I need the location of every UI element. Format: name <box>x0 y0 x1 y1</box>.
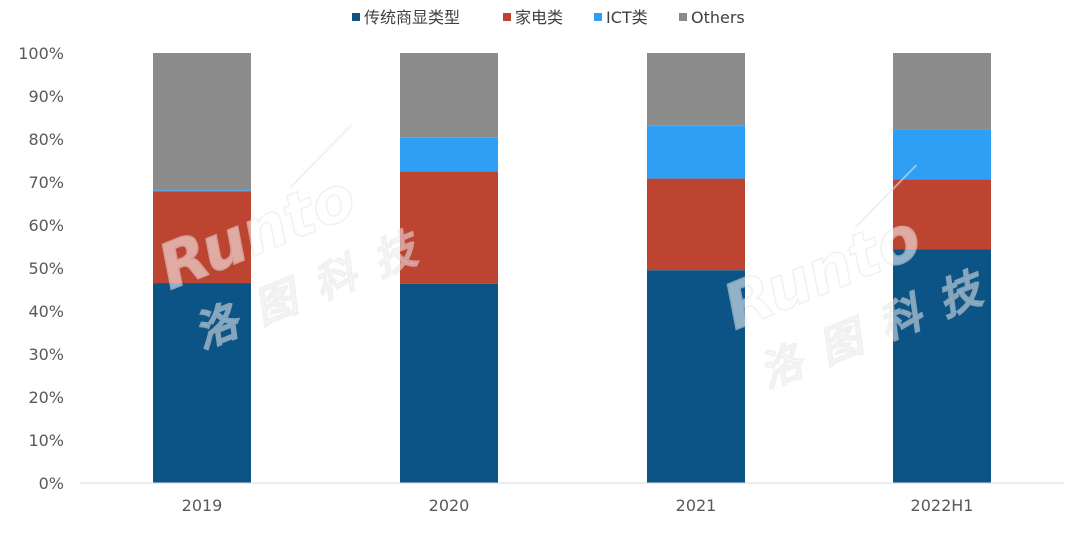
y-tick-label: 80% <box>28 130 64 149</box>
y-tick-label: 70% <box>28 173 64 192</box>
watermark-swoosh <box>289 124 353 189</box>
legend-swatch <box>679 13 687 21</box>
legend-label: 家电类 <box>515 8 563 27</box>
legend: 传统商显类型 家电类 ICT类 Others <box>352 8 745 27</box>
x-tick-label: 2022H1 <box>911 496 974 515</box>
legend-item: ICT类 <box>594 8 648 27</box>
bar-segment-2019-2 <box>153 190 251 192</box>
bars-group <box>153 53 991 483</box>
legend-item: Others <box>679 8 745 27</box>
bar-segment-2019-0 <box>153 283 251 483</box>
x-tick-label: 2019 <box>182 496 223 515</box>
bar-segment-2020-3 <box>400 53 498 138</box>
legend-swatch <box>352 13 360 21</box>
legend-swatch <box>594 13 602 21</box>
y-axis: 0% 10% 20% 30% 40% 50% 60% 70% 80% 90% 100% <box>18 44 64 493</box>
y-tick-label: 20% <box>28 388 64 407</box>
y-tick-label: 40% <box>28 302 64 321</box>
legend-item: 家电类 <box>503 8 563 27</box>
bar-segment-2022H1-1 <box>893 179 991 250</box>
x-axis: 2019 2020 2021 2022H1 <box>182 496 974 515</box>
y-tick-label: 60% <box>28 216 64 235</box>
legend-label: 传统商显类型 <box>364 8 460 27</box>
y-tick-label: 0% <box>39 474 64 493</box>
x-tick-label: 2021 <box>676 496 717 515</box>
bar-segment-2021-0 <box>647 270 745 483</box>
bar-segment-2021-3 <box>647 53 745 126</box>
bar-segment-2020-2 <box>400 137 498 172</box>
y-tick-label: 50% <box>28 259 64 278</box>
bar-segment-2019-3 <box>153 53 251 191</box>
bar-segment-2020-0 <box>400 283 498 483</box>
bar-segment-2022H1-2 <box>893 129 991 180</box>
legend-label: Others <box>691 8 745 27</box>
x-tick-label: 2020 <box>429 496 470 515</box>
y-tick-label: 100% <box>18 44 64 63</box>
watermark-swoosh <box>854 164 918 229</box>
bar-segment-2021-2 <box>647 125 745 179</box>
legend-item: 传统商显类型 <box>352 8 460 27</box>
y-tick-label: 10% <box>28 431 64 450</box>
y-tick-label: 30% <box>28 345 64 364</box>
bar-segment-2022H1-3 <box>893 53 991 130</box>
legend-label: ICT类 <box>606 8 648 27</box>
bar-segment-2019-1 <box>153 191 251 284</box>
legend-swatch <box>503 13 511 21</box>
bar-segment-2022H1-0 <box>893 249 991 483</box>
bar-segment-2021-1 <box>647 178 745 271</box>
y-tick-label: 90% <box>28 87 64 106</box>
bar-segment-2020-1 <box>400 171 498 284</box>
